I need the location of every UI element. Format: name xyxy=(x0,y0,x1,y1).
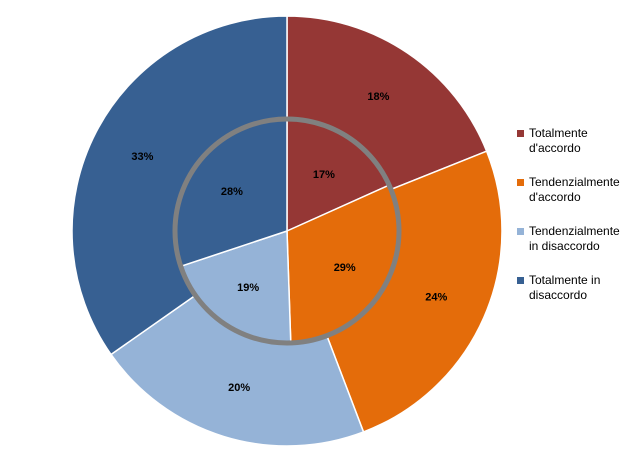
legend-item-totalmente-accordo: Totalmente d'accordo xyxy=(517,126,632,156)
legend-swatch xyxy=(517,130,524,137)
legend-label-line2: disaccordo xyxy=(529,288,588,302)
legend-label-line1: Tendenzialmente xyxy=(529,224,620,238)
inner-label-tendenzialmente-disaccordo: 19% xyxy=(237,282,259,294)
outer-label-tendenzialmente-accordo: 24% xyxy=(425,291,447,303)
legend-label-line2: d'accordo xyxy=(529,190,581,204)
inner-label-totalmente-accordo: 17% xyxy=(313,169,335,181)
legend-item-totalmente-disaccordo: Totalmente in disaccordo xyxy=(517,273,632,303)
legend-swatch xyxy=(517,277,524,284)
legend-swatch xyxy=(517,228,524,235)
outer-label-totalmente-accordo: 18% xyxy=(367,91,389,103)
legend: Totalmente d'accordo Tendenzialmente d'a… xyxy=(517,126,632,322)
legend-label-line2: in disaccordo xyxy=(529,239,600,253)
legend-label-line2: d'accordo xyxy=(529,141,581,155)
outer-label-tendenzialmente-disaccordo: 20% xyxy=(228,382,250,394)
legend-item-tendenzialmente-disaccordo: Tendenzialmente in disaccordo xyxy=(517,224,632,254)
legend-label-line1: Totalmente xyxy=(529,126,588,140)
legend-label-line1: Totalmente in xyxy=(529,273,601,287)
legend-label-line1: Tendenzialmente xyxy=(529,175,620,189)
data-labels: 18% 24% 20% 33% 17% 29% 19% 28% xyxy=(131,91,447,394)
outer-label-totalmente-disaccordo: 33% xyxy=(131,151,153,163)
legend-swatch xyxy=(517,179,524,186)
legend-item-tendenzialmente-accordo: Tendenzialmente d'accordo xyxy=(517,175,632,205)
inner-label-totalmente-disaccordo: 28% xyxy=(221,186,243,198)
outer-ring xyxy=(71,15,503,447)
inner-label-tendenzialmente-accordo: 29% xyxy=(334,262,356,274)
inner-ring-border xyxy=(172,116,402,346)
